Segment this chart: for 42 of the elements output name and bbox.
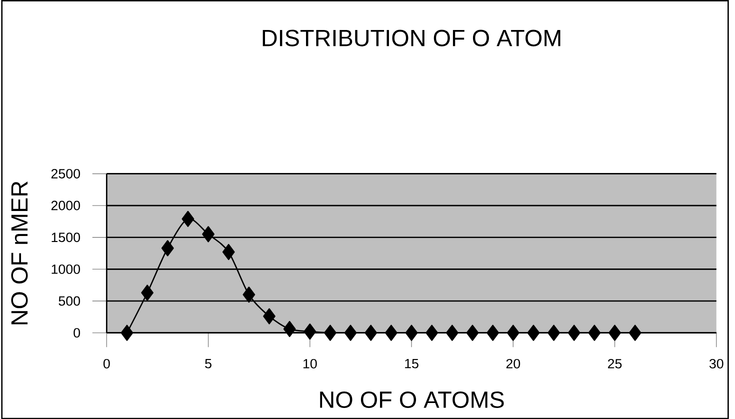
point — [344, 324, 357, 341]
x-tick-label: 30 — [709, 358, 724, 368]
x-axis-title: NO OF O ATOMS — [320, 391, 504, 408]
point — [283, 320, 296, 337]
point — [466, 324, 479, 341]
point — [446, 324, 458, 341]
point — [182, 210, 194, 227]
y-tick-label: 1000 — [52, 264, 80, 274]
y-tick-label: 2500 — [51, 168, 80, 178]
point — [628, 324, 642, 341]
point — [364, 324, 378, 341]
x-tick-label: 25 — [608, 358, 622, 368]
chart-title: DISTRIBUTION OF O ATOM — [262, 30, 560, 46]
point — [548, 324, 560, 341]
point — [405, 324, 418, 341]
y-tick-label: 1500 — [52, 232, 80, 242]
point — [304, 323, 316, 340]
point — [588, 324, 601, 341]
y-tick-label: 500 — [58, 296, 80, 306]
point — [141, 284, 154, 301]
point — [568, 324, 580, 341]
y-axis-title: NO OF nMER — [11, 181, 28, 324]
point — [120, 324, 134, 341]
point — [263, 308, 276, 324]
point — [384, 324, 398, 341]
point — [202, 226, 214, 242]
point — [426, 324, 438, 341]
x-tick-label: 10 — [303, 358, 317, 368]
point — [506, 324, 520, 341]
x-tick-label: 0 — [103, 358, 110, 368]
point — [324, 324, 336, 341]
point — [222, 244, 235, 260]
x-tick-label: 15 — [405, 358, 418, 368]
x-tick-label: 5 — [205, 358, 212, 368]
point — [486, 324, 500, 341]
point — [608, 324, 621, 341]
y-tick-label: 2000 — [51, 200, 80, 210]
x-tick-label: 20 — [506, 358, 520, 368]
point — [527, 324, 540, 341]
y-tick-label: 0 — [74, 328, 80, 338]
point — [161, 240, 174, 256]
point — [242, 286, 256, 303]
